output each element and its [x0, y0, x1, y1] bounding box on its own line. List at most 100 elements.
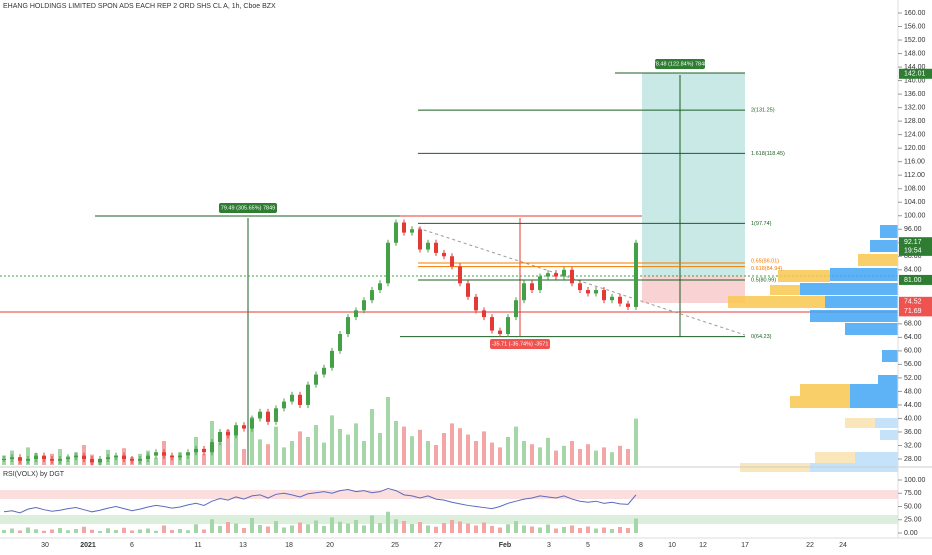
- price-badge: [899, 306, 932, 317]
- candle: [362, 300, 366, 311]
- annotation-label: 79.49 (305.65%) 7849: [221, 205, 275, 211]
- volume-bar: [570, 441, 574, 465]
- candle: [290, 394, 294, 402]
- candle: [274, 408, 278, 422]
- volume-bar: [362, 441, 366, 465]
- candle: [42, 455, 46, 459]
- y-tick-label: 84.00: [904, 267, 922, 274]
- rsi-bar: [154, 530, 158, 533]
- y-tick-label: 88.00: [904, 253, 922, 260]
- price-badge-label: 142.01: [904, 71, 926, 78]
- y-tick-label: 100.00: [904, 213, 926, 220]
- y-tick-label: 120.00: [904, 145, 926, 152]
- rsi-bar: [482, 522, 486, 533]
- rsi-bar: [610, 529, 614, 533]
- volume-bar: [434, 445, 438, 465]
- rsi-bar: [322, 526, 326, 533]
- price-badge: [899, 237, 932, 248]
- rsi-bar: [442, 523, 446, 533]
- candle: [34, 455, 38, 459]
- rsi-bar: [234, 523, 238, 533]
- volume-profile: [728, 225, 898, 472]
- rsi-bar: [98, 531, 102, 533]
- rsi-bar: [146, 528, 150, 533]
- candle: [634, 242, 638, 307]
- candle: [498, 330, 502, 334]
- fib-label: 0.618(84.94): [751, 266, 782, 272]
- candle: [386, 242, 390, 284]
- volume-bar: [202, 453, 206, 465]
- y-tick-label: 44.00: [904, 402, 922, 409]
- annotation-box: [219, 203, 277, 213]
- candle: [522, 283, 526, 301]
- candle: [66, 457, 70, 459]
- price-badge-label: 19:54: [904, 248, 922, 255]
- volume-bar: [498, 447, 502, 465]
- rsi-bar: [466, 523, 470, 533]
- rsi-bar: [418, 522, 422, 533]
- volume-bar: [330, 415, 334, 465]
- candle: [602, 290, 606, 301]
- volume-bar: [154, 457, 158, 465]
- rsi-bar: [362, 525, 366, 533]
- rsi-bar: [266, 526, 270, 533]
- rsi-bar: [250, 518, 254, 533]
- fib-label: 0(64.23): [751, 334, 772, 340]
- y-tick-label: 75.00: [904, 490, 922, 497]
- fib-label: 1.618(118.45): [751, 151, 785, 157]
- rsi-bar: [338, 521, 342, 533]
- volume-bar: [346, 434, 350, 465]
- candle: [298, 394, 302, 405]
- candle: [330, 350, 334, 368]
- rsi-bar: [26, 527, 30, 533]
- candle: [506, 317, 510, 334]
- y-tick-label: 108.00: [904, 186, 926, 193]
- volume-bar: [410, 436, 414, 465]
- rsi-bar: [298, 522, 302, 533]
- chart-title: EHANG HOLDINGS LIMITED SPON ADS EACH REP…: [3, 3, 276, 10]
- rsi-bar: [506, 524, 510, 533]
- rsi-bar: [354, 520, 358, 533]
- rsi-bar: [170, 530, 174, 533]
- rsi-bar: [226, 522, 230, 533]
- x-tick-label: 25: [391, 542, 399, 549]
- volume-bar: [602, 447, 606, 465]
- candle: [626, 303, 630, 307]
- candle: [146, 455, 150, 459]
- candle: [210, 442, 214, 453]
- candle: [122, 455, 126, 459]
- candle: [370, 290, 374, 301]
- rsi-bar: [434, 526, 438, 533]
- y-tick-label: 64.00: [904, 334, 922, 341]
- volume-bar: [314, 425, 318, 465]
- volume-bar: [402, 426, 406, 465]
- volume-bar: [530, 444, 534, 465]
- x-tick-label: 20: [326, 542, 334, 549]
- candle: [266, 411, 270, 422]
- rsi-bar: [538, 527, 542, 533]
- candle: [474, 296, 478, 311]
- candle: [154, 452, 158, 456]
- y-tick-label: 60.00: [904, 348, 922, 355]
- volume-bar: [226, 429, 230, 465]
- candle: [314, 374, 318, 385]
- candle: [442, 252, 446, 257]
- rsi-bar: [186, 530, 190, 533]
- volume-bar: [506, 437, 510, 465]
- rsi-bar: [306, 524, 310, 533]
- candle: [58, 459, 62, 461]
- price-badge: [899, 274, 932, 285]
- volume-bar: [578, 449, 582, 465]
- candle: [26, 459, 30, 461]
- rsi-bar: [130, 530, 134, 533]
- price-badge: [899, 296, 932, 307]
- candle: [170, 455, 174, 458]
- x-tick-label: 3: [547, 542, 551, 549]
- y-tick-label: 124.00: [904, 131, 926, 138]
- volume-bar: [378, 433, 382, 465]
- rsi-bar: [138, 529, 142, 533]
- rsi-bar: [554, 528, 558, 533]
- candle: [218, 431, 222, 443]
- rsi-bar: [498, 527, 502, 533]
